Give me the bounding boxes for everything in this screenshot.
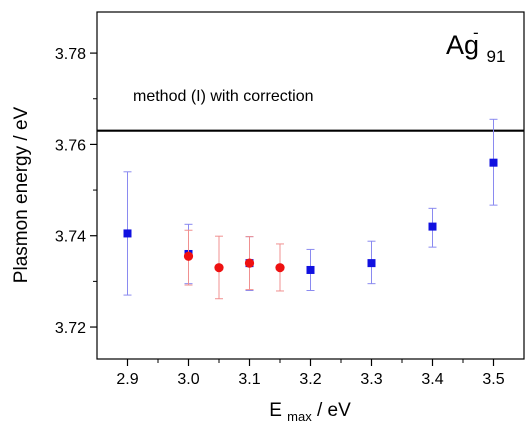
- square-marker: [123, 229, 132, 238]
- species-label: Ag 91 -: [446, 23, 513, 68]
- plot-area: [96, 11, 525, 360]
- data-point: [183, 229, 194, 286]
- circle-marker: [214, 263, 224, 273]
- data-point: [428, 207, 437, 248]
- species-superscript: -: [473, 23, 479, 42]
- y-tick-label: 3.76: [55, 137, 86, 154]
- data-point: [214, 235, 224, 300]
- y-tick-label: 3.72: [55, 320, 86, 337]
- x-axis-title-suffix: / eV: [317, 400, 351, 421]
- data-point: [244, 236, 255, 291]
- circle-marker: [244, 258, 255, 268]
- circle-marker: [275, 263, 285, 273]
- x-axis-title-subscript: max: [287, 409, 312, 424]
- square-marker: [306, 265, 315, 274]
- x-tick-label: 2.9: [116, 371, 138, 388]
- x-tick-label: 3.4: [421, 371, 443, 388]
- y-tick-label: 3.78: [55, 46, 86, 63]
- circle-marker: [183, 251, 194, 261]
- data-point: [123, 171, 132, 296]
- square-marker: [367, 259, 376, 268]
- square-marker: [428, 222, 437, 231]
- y-axis-title: Plasmon energy / eV: [11, 106, 32, 283]
- data-point: [367, 240, 376, 285]
- data-point: [275, 243, 285, 292]
- x-axis-title-main: E: [269, 400, 282, 421]
- ref-line-label: method (I) with correction: [133, 88, 314, 105]
- data-marks: [123, 118, 498, 300]
- x-axis-title: E max / eV: [269, 400, 351, 426]
- axes: 2.9 3.0 3.1 3.2 3.3 3.4 3.5 3.72 3.74 3.76 3.78: [55, 46, 505, 388]
- plot-frame: [96, 11, 525, 360]
- square-marker: [489, 158, 498, 167]
- x-tick-label: 3.0: [177, 371, 199, 388]
- x-tick-label: 3.3: [360, 371, 382, 388]
- x-tick-label: 3.5: [482, 371, 504, 388]
- data-point: [489, 118, 498, 206]
- x-tick-label: 3.1: [238, 371, 260, 388]
- species-base: Ag: [446, 30, 479, 60]
- x-tick-label: 3.2: [299, 371, 321, 388]
- species-subscript: 91: [487, 47, 506, 66]
- data-point: [306, 248, 315, 292]
- y-tick-label: 3.74: [55, 229, 86, 246]
